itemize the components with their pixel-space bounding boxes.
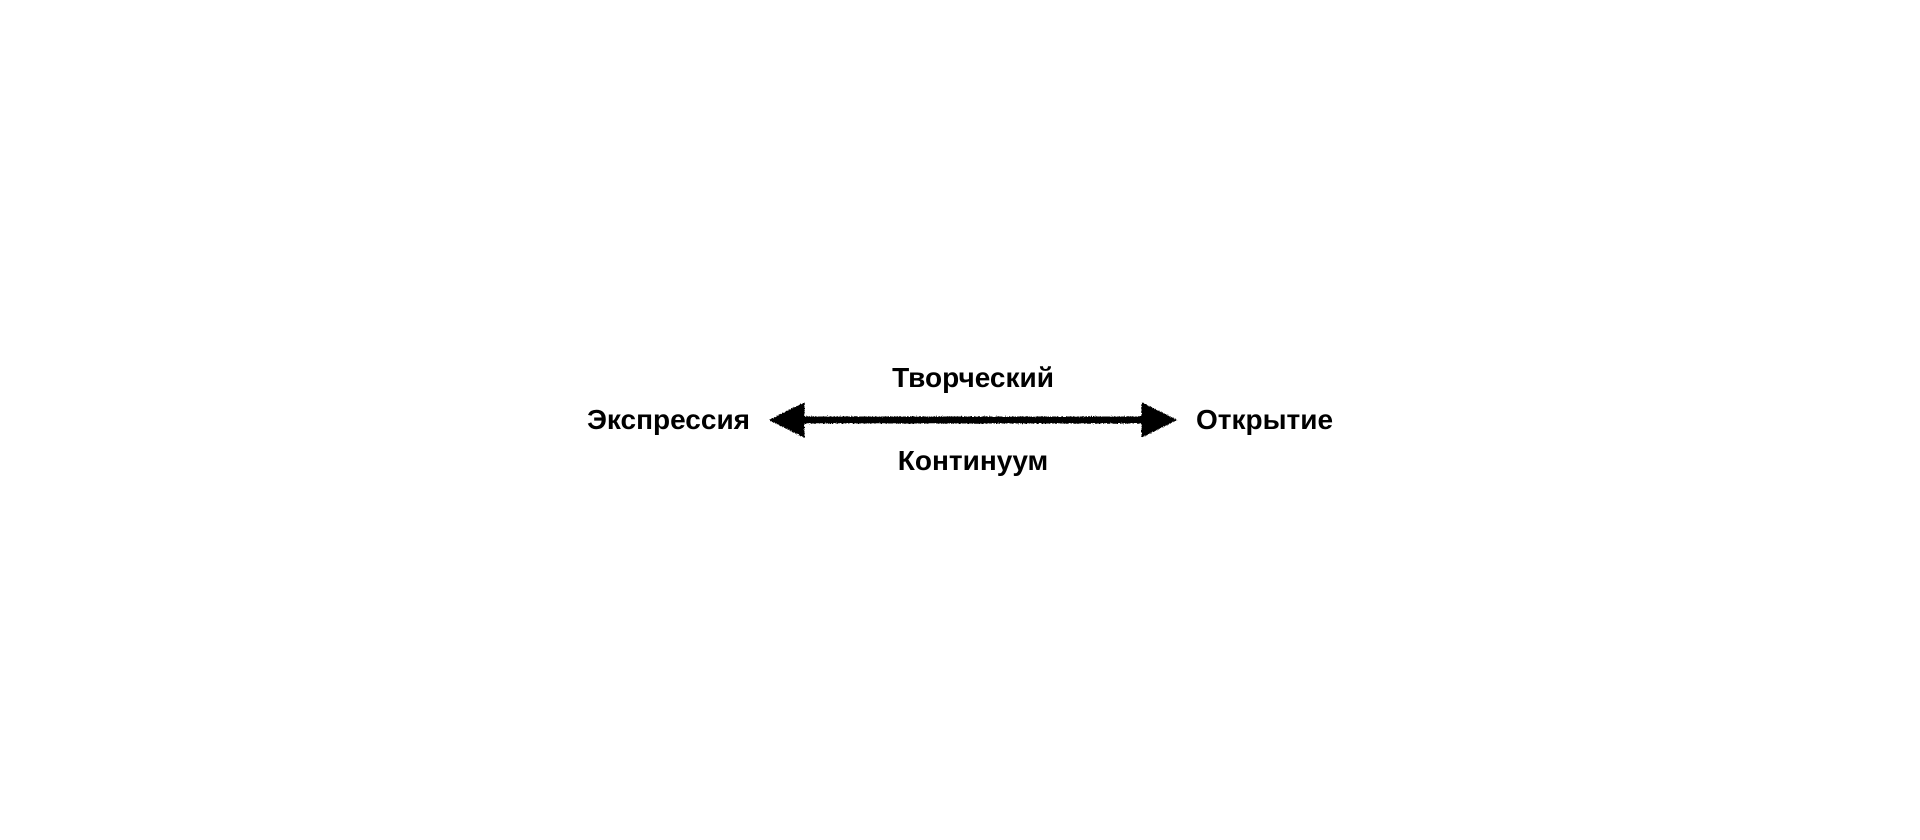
left-endpoint-label: Экспрессия [587,404,750,436]
double-arrow-icon [768,400,1178,440]
continuum-diagram: Экспрессия Творческий Континуум Открытие [587,363,1333,477]
center-label-top: Творческий [892,363,1054,394]
center-label-bottom: Континуум [898,446,1048,477]
arrow-center-block: Творческий Континуум [768,363,1178,477]
right-endpoint-label: Открытие [1196,404,1333,436]
